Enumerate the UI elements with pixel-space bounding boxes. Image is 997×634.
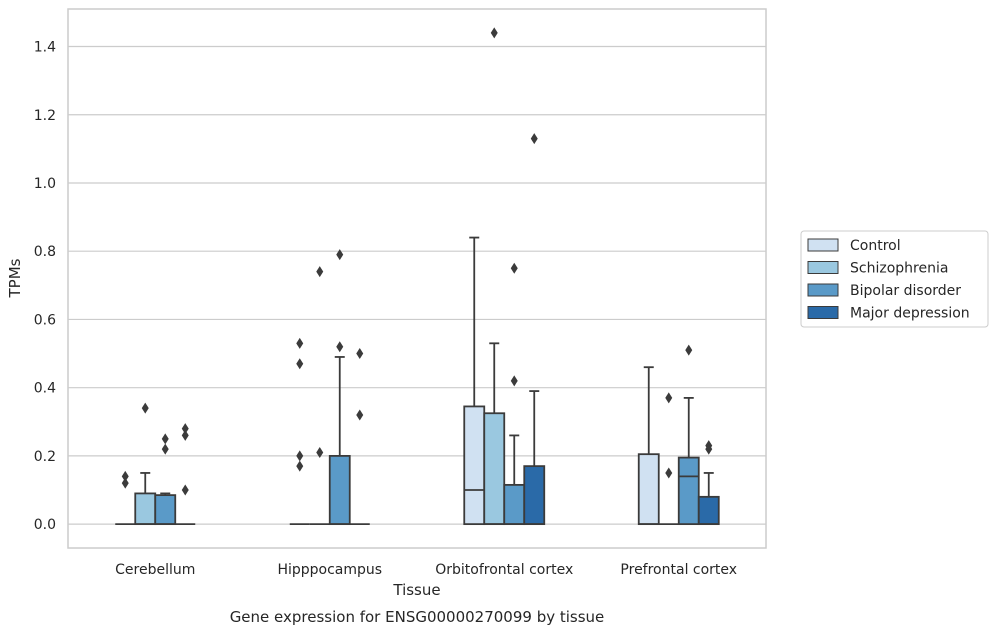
outlier-point xyxy=(121,477,129,489)
outlier-point xyxy=(336,341,344,353)
box xyxy=(523,133,546,526)
outlier-point xyxy=(141,402,149,414)
outlier-point xyxy=(316,266,324,278)
box-body xyxy=(463,405,486,526)
legend: Control Schizophrenia Bipolar disorder Majo… xyxy=(800,230,989,328)
box xyxy=(697,440,720,526)
legend-frame xyxy=(800,230,989,328)
outlier-point xyxy=(510,262,518,274)
outlier-point xyxy=(181,484,189,496)
outlier-point xyxy=(121,470,129,482)
outlier-point xyxy=(316,446,324,458)
outlier-point xyxy=(685,344,693,356)
series-control xyxy=(115,236,660,526)
outlier-point xyxy=(161,433,169,445)
x-axis-title: Tissue xyxy=(392,581,440,599)
outlier-point xyxy=(356,348,364,360)
y-tick-label: 1.0 xyxy=(34,176,56,192)
chart-caption: Gene expression for ENSG00000270099 by t… xyxy=(230,608,605,626)
box-body xyxy=(328,454,351,526)
box xyxy=(463,236,486,526)
x-tick-label: Cerebellum xyxy=(115,562,195,578)
series-bipolar-disorder xyxy=(154,249,700,526)
legend-label: Control xyxy=(850,238,901,254)
outlier-point xyxy=(705,440,713,452)
box xyxy=(677,344,700,526)
box xyxy=(349,348,370,526)
outlier-point xyxy=(490,27,498,39)
box-body xyxy=(697,495,720,526)
outlier-point xyxy=(510,375,518,387)
box-body xyxy=(134,492,157,526)
legend-label: Major depression xyxy=(850,306,970,322)
legend-swatch xyxy=(807,261,839,274)
box xyxy=(637,366,660,526)
outlier-point xyxy=(665,392,673,404)
box xyxy=(658,392,679,526)
y-tick-label: 1.2 xyxy=(34,108,56,124)
y-tick-label: 1.4 xyxy=(34,40,56,56)
box xyxy=(289,337,310,526)
box xyxy=(134,402,157,526)
box xyxy=(154,433,177,526)
x-axis-ticks: Cerebellum Hipppocampus Orbitofrontal cort… xyxy=(115,562,737,578)
box-body xyxy=(154,494,177,526)
box xyxy=(483,27,506,526)
outlier-point xyxy=(296,337,304,349)
outlier-point xyxy=(296,460,304,472)
box xyxy=(328,249,351,526)
box-body xyxy=(523,465,546,526)
box-body xyxy=(503,483,526,526)
box xyxy=(115,470,136,526)
y-tick-label: 0.4 xyxy=(34,381,56,397)
box-body xyxy=(677,456,700,526)
y-axis-title: TPMs xyxy=(6,258,24,298)
series-major-depression xyxy=(175,133,720,526)
box xyxy=(175,423,196,526)
x-tick-label: Orbitofrontal cortex xyxy=(435,562,573,578)
outlier-point xyxy=(530,133,538,145)
box xyxy=(503,262,526,526)
y-tick-label: 0.2 xyxy=(34,449,56,465)
legend-swatch xyxy=(807,238,839,252)
box xyxy=(309,266,330,526)
y-axis-ticks: 0.0 0.2 0.4 0.6 0.8 1.0 1.2 1.4 xyxy=(34,40,56,534)
plot-frame xyxy=(67,8,767,549)
outlier-point xyxy=(161,443,169,455)
outlier-point xyxy=(665,467,673,479)
y-tick-label: 0.6 xyxy=(34,312,56,328)
outlier-point xyxy=(181,423,189,435)
outlier-point xyxy=(296,358,304,370)
outlier-point xyxy=(296,450,304,462)
series-schizophrenia xyxy=(134,27,679,526)
box-plot-series xyxy=(115,27,720,526)
box-body xyxy=(483,412,506,526)
y-tick-label: 0.8 xyxy=(34,244,56,260)
legend-swatch xyxy=(807,306,839,319)
outlier-point xyxy=(181,429,189,441)
y-tick-label: 0.0 xyxy=(34,517,56,533)
legend-label: Bipolar disorder xyxy=(850,283,961,299)
outlier-point xyxy=(336,249,344,261)
outlier-point xyxy=(356,409,364,421)
x-tick-label: Prefrontal cortex xyxy=(620,562,737,578)
gridlines xyxy=(68,45,766,525)
legend-label: Schizophrenia xyxy=(850,261,948,277)
legend-swatch xyxy=(807,283,839,297)
box-body xyxy=(637,453,660,526)
x-tick-label: Hipppocampus xyxy=(277,562,382,578)
